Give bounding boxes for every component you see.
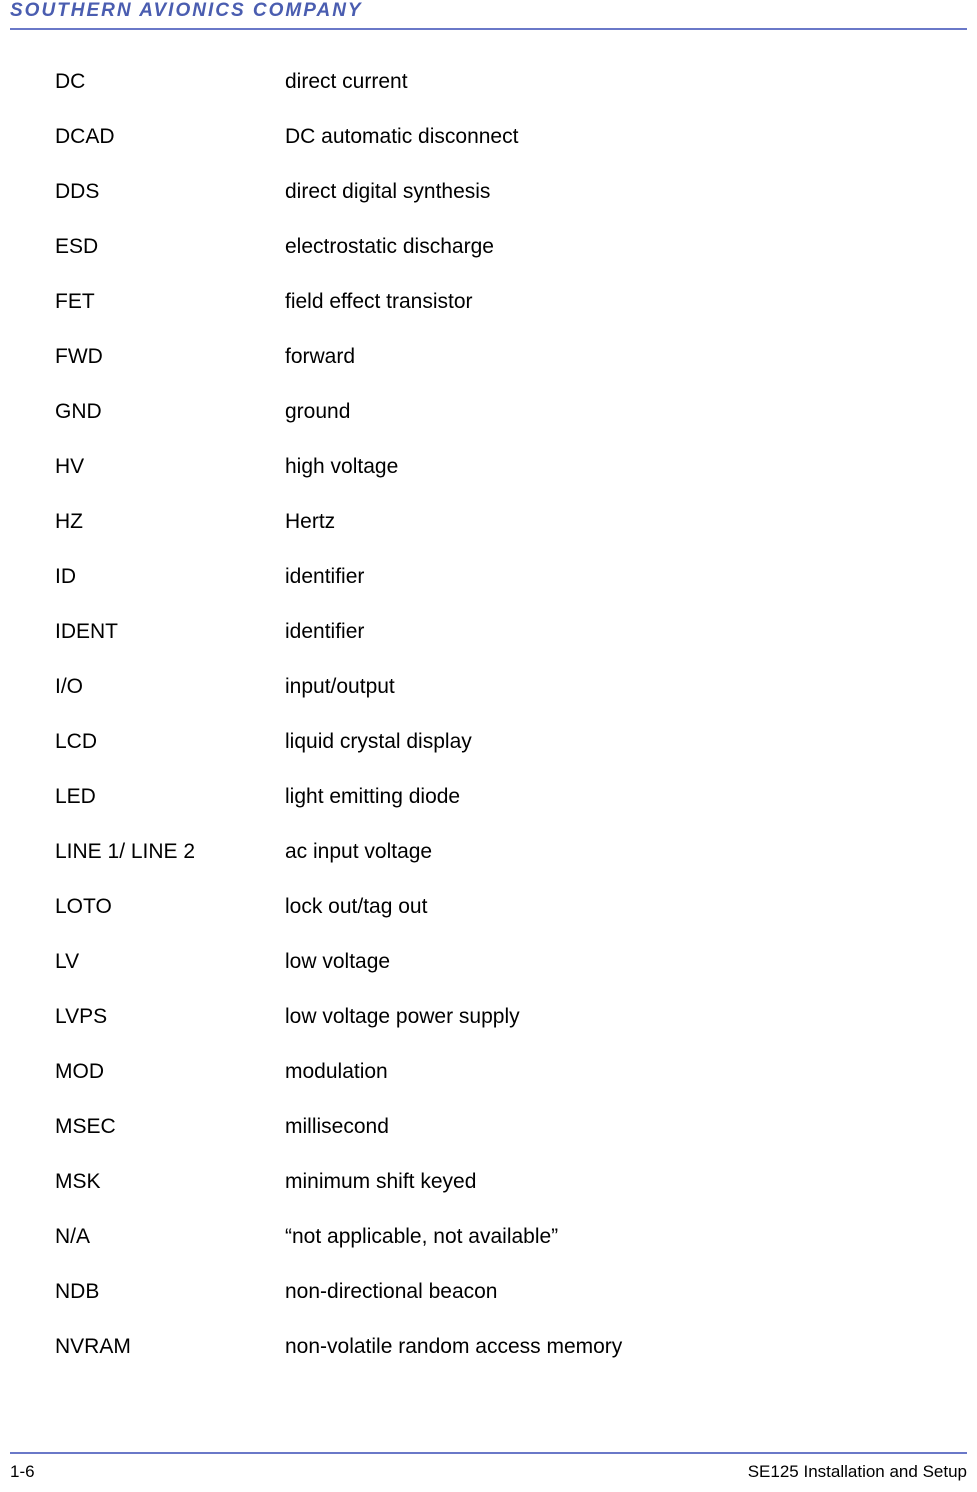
glossary-definition: direct current [285, 70, 937, 94]
glossary-row: LVPSlow voltage power supply [55, 1005, 937, 1029]
glossary-row: LOTOlock out/tag out [55, 895, 937, 919]
glossary-row: HVhigh voltage [55, 455, 937, 479]
glossary-abbr: NVRAM [55, 1335, 285, 1359]
glossary-definition: electrostatic discharge [285, 235, 937, 259]
page-number: 1-6 [10, 1462, 35, 1482]
glossary-row: MODmodulation [55, 1060, 937, 1084]
glossary-definition: lock out/tag out [285, 895, 937, 919]
glossary-definition: identifier [285, 565, 937, 589]
glossary-definition: “not applicable, not available” [285, 1225, 937, 1249]
glossary-abbr: DC [55, 70, 285, 94]
glossary-row: NDBnon-directional beacon [55, 1280, 937, 1304]
glossary-definition: DC automatic disconnect [285, 125, 937, 149]
glossary-abbr: N/A [55, 1225, 285, 1249]
glossary-row: NVRAMnon-volatile random access memory [55, 1335, 937, 1359]
glossary-definition: minimum shift keyed [285, 1170, 937, 1194]
glossary-abbr: NDB [55, 1280, 285, 1304]
glossary-definition: modulation [285, 1060, 937, 1084]
glossary-definition: ground [285, 400, 937, 424]
glossary-abbr: ID [55, 565, 285, 589]
glossary-row: DDSdirect digital synthesis [55, 180, 937, 204]
glossary-row: LEDlight emitting diode [55, 785, 937, 809]
glossary-abbr: MSEC [55, 1115, 285, 1139]
glossary-abbr: LED [55, 785, 285, 809]
glossary-abbr: MOD [55, 1060, 285, 1084]
glossary-row: HZHertz [55, 510, 937, 534]
glossary-abbr: MSK [55, 1170, 285, 1194]
glossary-abbr: DCAD [55, 125, 285, 149]
glossary-abbr: LOTO [55, 895, 285, 919]
glossary-definition: millisecond [285, 1115, 937, 1139]
footer-rule [10, 1452, 967, 1454]
glossary-definition: input/output [285, 675, 937, 699]
glossary-abbr: ESD [55, 235, 285, 259]
glossary-row: GNDground [55, 400, 937, 424]
glossary-abbr: FET [55, 290, 285, 314]
glossary-definition: liquid crystal display [285, 730, 937, 754]
glossary-row: ESDelectrostatic discharge [55, 235, 937, 259]
page-footer: 1-6 SE125 Installation and Setup [0, 1452, 977, 1482]
glossary-row: LCDliquid crystal display [55, 730, 937, 754]
glossary-abbr: HZ [55, 510, 285, 534]
glossary-definition: low voltage [285, 950, 937, 974]
glossary-definition: high voltage [285, 455, 937, 479]
glossary-definition: non-volatile random access memory [285, 1335, 937, 1359]
glossary-row: DCdirect current [55, 70, 937, 94]
glossary-abbr: FWD [55, 345, 285, 369]
glossary-definition: field effect transistor [285, 290, 937, 314]
glossary-definition: forward [285, 345, 937, 369]
glossary-row: I/Oinput/output [55, 675, 937, 699]
glossary-abbr: LCD [55, 730, 285, 754]
glossary-abbr: DDS [55, 180, 285, 204]
glossary-abbr: I/O [55, 675, 285, 699]
glossary-row: MSECmillisecond [55, 1115, 937, 1139]
glossary-row: MSKminimum shift keyed [55, 1170, 937, 1194]
glossary-row: FWDforward [55, 345, 937, 369]
glossary-definition: non-directional beacon [285, 1280, 937, 1304]
glossary-definition: Hertz [285, 510, 937, 534]
glossary-row: IDidentifier [55, 565, 937, 589]
header-rule [10, 28, 967, 30]
glossary-abbr: LV [55, 950, 285, 974]
glossary-definition: direct digital synthesis [285, 180, 937, 204]
glossary-row: IDENTidentifier [55, 620, 937, 644]
glossary-definition: low voltage power supply [285, 1005, 937, 1029]
page-header: SOUTHERN AVIONICS COMPANY [0, 0, 977, 34]
glossary-row: DCADDC automatic disconnect [55, 125, 937, 149]
glossary-definition: ac input voltage [285, 840, 937, 864]
glossary-row: LVlow voltage [55, 950, 937, 974]
glossary-row: FETfield effect transistor [55, 290, 937, 314]
doc-title: SE125 Installation and Setup [748, 1462, 967, 1482]
glossary-row: N/A“not applicable, not available” [55, 1225, 937, 1249]
company-name: SOUTHERN AVIONICS COMPANY [10, 0, 967, 22]
glossary-abbr: LINE 1/ LINE 2 [55, 840, 285, 864]
glossary-list: DCdirect current DCADDC automatic disconn… [55, 70, 937, 1412]
glossary-definition: light emitting diode [285, 785, 937, 809]
glossary-abbr: HV [55, 455, 285, 479]
glossary-row: LINE 1/ LINE 2ac input voltage [55, 840, 937, 864]
glossary-abbr: LVPS [55, 1005, 285, 1029]
glossary-abbr: GND [55, 400, 285, 424]
glossary-definition: identifier [285, 620, 937, 644]
glossary-abbr: IDENT [55, 620, 285, 644]
